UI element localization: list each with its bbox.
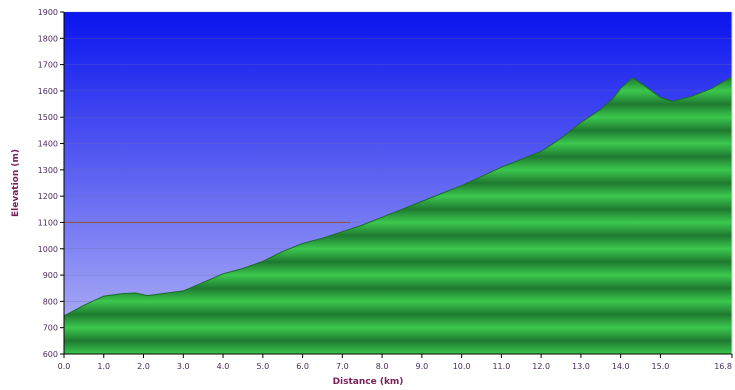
- y-tick-label: 1600: [38, 87, 58, 96]
- area-band: [64, 301, 732, 328]
- x-tick-label: 5.0: [256, 362, 269, 371]
- x-tick-label: 10.0: [453, 362, 471, 371]
- x-axis-title: Distance (km): [333, 377, 404, 387]
- axes: [60, 11, 733, 358]
- x-tick-label: 2.0: [137, 362, 150, 371]
- y-tick-label: 1000: [38, 245, 58, 254]
- x-tick-label: 0.0: [58, 362, 71, 371]
- area-band: [64, 327, 732, 354]
- y-tick-label: 1300: [38, 166, 58, 175]
- x-tick-label: 13.0: [572, 362, 590, 371]
- elevation-area-edge: [63, 76, 733, 317]
- x-tick-label: 1.0: [97, 362, 110, 371]
- y-tick-labels: 600 700 800 900 1000 1100 1200 1300 1400 1500 1600…: [38, 8, 58, 359]
- x-tick-label: 9.0: [415, 362, 428, 371]
- x-tick-label: 8.0: [376, 362, 389, 371]
- y-tick-label: 800: [43, 297, 58, 306]
- x-tick-label: 12.0: [532, 362, 550, 371]
- y-tick-label: 1100: [38, 218, 58, 227]
- y-tick-label: 1200: [38, 192, 58, 201]
- y-tick-label: 700: [43, 324, 58, 333]
- y-tick-label: 900: [43, 271, 58, 280]
- y-tick-label: 1500: [38, 113, 58, 122]
- x-tick-label: 11.0: [492, 362, 510, 371]
- y-tick-label: 1900: [38, 8, 58, 17]
- x-tick-label: 6.0: [296, 362, 309, 371]
- y-tick-label: 1700: [38, 61, 58, 70]
- x-tick-label: 16.8: [714, 362, 732, 371]
- y-tick-label: 1800: [38, 34, 58, 43]
- x-tick-label: 4.0: [217, 362, 230, 371]
- y-tick-label: 600: [43, 350, 58, 359]
- x-tick-label: 7.0: [336, 362, 349, 371]
- x-tick-label: 14.0: [612, 362, 630, 371]
- x-tick-label: 15.0: [652, 362, 670, 371]
- y-axis-title: Elevation (m): [11, 149, 21, 217]
- x-tick-label: 3.0: [177, 362, 190, 371]
- x-tick-labels: 0.0 1.0 2.0 3.0 4.0 5.0 6.0 7.0 8.0 9.0 10.0 11.0 12…: [58, 362, 732, 371]
- y-tick-label: 1400: [38, 140, 58, 149]
